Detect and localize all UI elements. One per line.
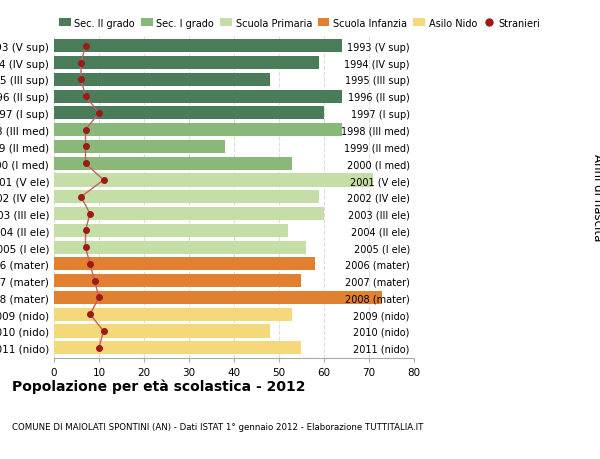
Text: Anni di nascita: Anni di nascita [590,154,600,241]
Bar [54,174,373,187]
Bar [54,224,288,237]
Text: COMUNE DI MAIOLATI SPONTINI (AN) - Dati ISTAT 1° gennaio 2012 - Elaborazione TUT: COMUNE DI MAIOLATI SPONTINI (AN) - Dati … [12,422,424,431]
Bar [54,140,225,154]
Bar [54,57,319,70]
Bar [54,124,342,137]
Bar [54,308,292,321]
Legend: Sec. II grado, Sec. I grado, Scuola Primaria, Scuola Infanzia, Asilo Nido, Stran: Sec. II grado, Sec. I grado, Scuola Prim… [59,19,540,28]
Bar [54,107,324,120]
Bar [54,74,270,87]
Bar [54,191,319,204]
Bar [54,258,315,271]
Bar [54,207,324,221]
Bar [54,274,301,288]
Bar [54,40,342,53]
Bar [54,291,383,304]
Bar [54,341,301,354]
Text: Popolazione per età scolastica - 2012: Popolazione per età scolastica - 2012 [12,379,305,393]
Bar [54,90,342,103]
Bar [54,241,306,254]
Bar [54,157,292,170]
Bar [54,325,270,338]
